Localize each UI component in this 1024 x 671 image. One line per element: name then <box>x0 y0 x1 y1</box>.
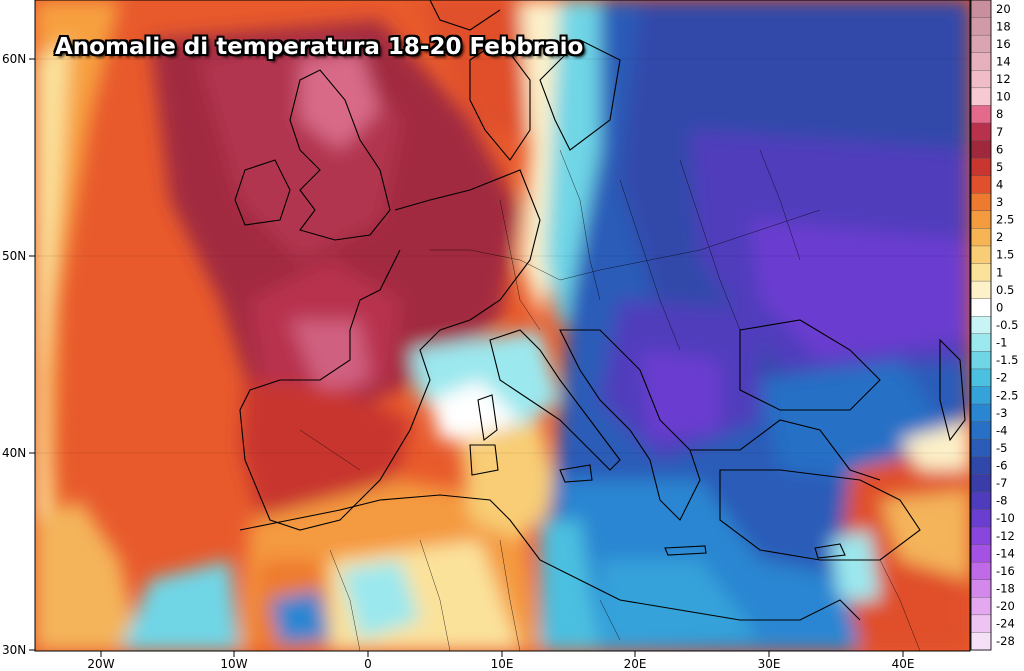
coastlines <box>234 0 966 621</box>
colorbar-swatch <box>970 438 992 458</box>
colorbar-label: -0.5 <box>996 318 1018 332</box>
colorbar-label: -14 <box>996 546 1015 560</box>
lat-label-30n: 30N <box>2 643 26 657</box>
colorbar-label: 14 <box>996 54 1011 68</box>
colorbar-label: 1 <box>996 265 1003 279</box>
colorbar-border <box>970 0 992 651</box>
lat-label-50n: 50N <box>2 249 26 263</box>
colorbar-label: 0.5 <box>996 283 1014 297</box>
colorbar-label: -10 <box>996 511 1015 525</box>
colorbar-swatch <box>970 579 992 598</box>
colorbar-swatch <box>970 17 992 36</box>
lon-label-0: 0 <box>364 657 372 671</box>
colorbar-label: -5 <box>996 441 1007 455</box>
colorbar-swatch <box>970 52 992 71</box>
colorbar-swatch <box>970 403 992 423</box>
lon-axis: 20W 10W 0 10E 20E 30E 40E <box>87 651 914 671</box>
colorbar-swatch <box>970 193 992 212</box>
colorbar-swatch <box>970 87 992 106</box>
colorbar-swatch <box>970 421 992 440</box>
colorbar-swatch <box>970 561 992 581</box>
colorbar-label: -16 <box>996 564 1015 578</box>
lat-label-40n: 40N <box>2 446 26 460</box>
colorbar-swatch <box>970 526 992 546</box>
lon-label-20w: 20W <box>87 657 114 671</box>
colorbar-label: 0 <box>996 300 1003 314</box>
colorbar-swatch <box>970 456 992 475</box>
colorbar-label: -4 <box>996 423 1007 437</box>
colorbar-label: 5 <box>996 160 1003 174</box>
colorbar-swatch <box>970 122 992 142</box>
colorbar-label: 10 <box>996 90 1011 104</box>
anomaly-field <box>35 0 970 651</box>
colorbar-label: 4 <box>996 177 1003 191</box>
colorbar-swatch <box>970 491 992 510</box>
colorbar-swatch <box>970 0 992 19</box>
colorbar-swatch <box>970 175 992 194</box>
colorbar-label: -7 <box>996 476 1007 490</box>
colorbar-label: -24 <box>996 617 1015 631</box>
colorbar-label: -1.5 <box>996 353 1018 367</box>
colorbar-label: -18 <box>996 582 1015 596</box>
colorbar-swatch <box>970 544 992 563</box>
colorbar-swatch <box>970 386 992 405</box>
colorbar-label: 12 <box>996 72 1011 86</box>
colorbar-swatch <box>970 368 992 387</box>
lon-label-10e: 10E <box>491 657 514 671</box>
colorbar-swatch <box>970 614 992 633</box>
colorbar-label: -12 <box>996 529 1015 543</box>
colorbar-swatch <box>970 263 992 282</box>
colorbar-swatch <box>970 157 992 177</box>
colorbar-swatch <box>970 34 992 54</box>
colorbar-swatch <box>970 228 992 247</box>
colorbar-swatch <box>970 632 992 651</box>
lat-label-60n: 60N <box>2 52 26 66</box>
lon-label-20e: 20E <box>624 657 647 671</box>
colorbar-swatch <box>970 140 992 159</box>
lon-label-30e: 30E <box>758 657 781 671</box>
colorbar-swatch <box>970 316 992 335</box>
colorbar-label: -20 <box>996 599 1015 613</box>
colorbar-swatch <box>970 298 992 317</box>
colorbar-swatch <box>970 509 992 528</box>
colorbar: 20 18 16 14 12 10 8 7 6 5 4 3 2.5 2 1.5 1 0.5 0 -0.5 -1 -1.5… <box>970 0 1018 651</box>
colorbar-label: -3 <box>996 406 1007 420</box>
colorbar-label: -2.5 <box>996 388 1018 402</box>
colorbar-label: 20 <box>996 2 1011 16</box>
colorbar-swatch <box>970 333 992 352</box>
colorbar-label: 7 <box>996 125 1003 139</box>
map-title: Anomalie di temperatura 18-20 Febbraio <box>55 34 584 60</box>
colorbar-label: -1 <box>996 336 1007 350</box>
colorbar-label: -28 <box>996 634 1015 648</box>
colorbar-label: -6 <box>996 459 1007 473</box>
colorbar-label: 6 <box>996 142 1003 156</box>
lat-axis: 60N 50N 40N 30N <box>2 52 35 657</box>
colorbar-swatch <box>970 105 992 124</box>
colorbar-label: 18 <box>996 19 1011 33</box>
borders <box>299 149 921 651</box>
colorbar-label: 16 <box>996 37 1011 51</box>
colorbar-swatch <box>970 245 992 265</box>
colorbar-label: 2 <box>996 230 1003 244</box>
colorbar-swatch <box>970 210 992 229</box>
colorbar-label: 8 <box>996 107 1003 121</box>
colorbar-label: -2 <box>996 371 1007 385</box>
lon-label-40e: 40E <box>892 657 915 671</box>
colorbar-swatch <box>970 597 992 616</box>
lon-label-10w: 10W <box>220 657 247 671</box>
graticule <box>35 58 970 454</box>
colorbar-label: -8 <box>996 494 1007 508</box>
colorbar-swatch <box>970 474 992 493</box>
colorbar-swatch <box>970 351 992 370</box>
colorbar-swatch <box>970 70 992 89</box>
colorbar-label: 2.5 <box>996 213 1014 227</box>
colorbar-label: 3 <box>996 195 1003 209</box>
colorbar-swatch <box>970 280 992 300</box>
colorbar-label: 1.5 <box>996 248 1014 262</box>
